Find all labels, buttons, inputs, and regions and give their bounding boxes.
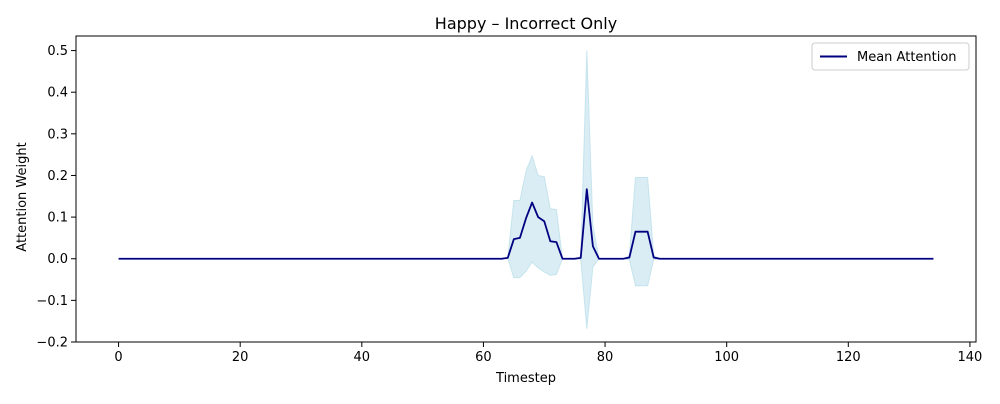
y-axis-label: Attention Weight	[15, 142, 30, 251]
x-tick-label: 40	[354, 350, 371, 365]
x-tick-label: 120	[836, 350, 861, 365]
y-tick-label: 0.5	[47, 44, 68, 59]
std-deviation-band	[118, 50, 934, 329]
y-tick-label: 0.4	[47, 86, 68, 101]
legend: Mean Attention	[811, 42, 970, 71]
x-axis-ticks: 0 20 40 60 80 100 120 140	[114, 342, 982, 365]
y-axis-ticks: −0.2 −0.1 0.0 0.1 0.2 0.3 0.4 0.5	[36, 44, 76, 351]
x-tick-label: 0	[114, 350, 122, 365]
y-tick-label: −0.2	[36, 336, 68, 351]
plot-area	[118, 50, 934, 329]
x-tick-label: 140	[958, 350, 983, 365]
legend-label-mean-attention: Mean Attention	[857, 50, 957, 65]
y-tick-label: 0.2	[47, 169, 68, 184]
y-tick-label: −0.1	[36, 294, 68, 309]
chart-title: Happy – Incorrect Only	[435, 14, 617, 33]
legend-box	[811, 42, 970, 71]
y-tick-label: 0.3	[47, 127, 68, 142]
x-axis-label: Timestep	[495, 371, 556, 386]
y-tick-label: 0.0	[47, 252, 68, 267]
x-tick-label: 60	[475, 350, 492, 365]
mean-attention-line	[118, 188, 934, 260]
plot-frame	[75, 35, 977, 343]
x-tick-label: 100	[714, 350, 739, 365]
x-tick-label: 20	[232, 350, 249, 365]
y-tick-label: 0.1	[47, 211, 68, 226]
x-tick-label: 80	[597, 350, 614, 365]
